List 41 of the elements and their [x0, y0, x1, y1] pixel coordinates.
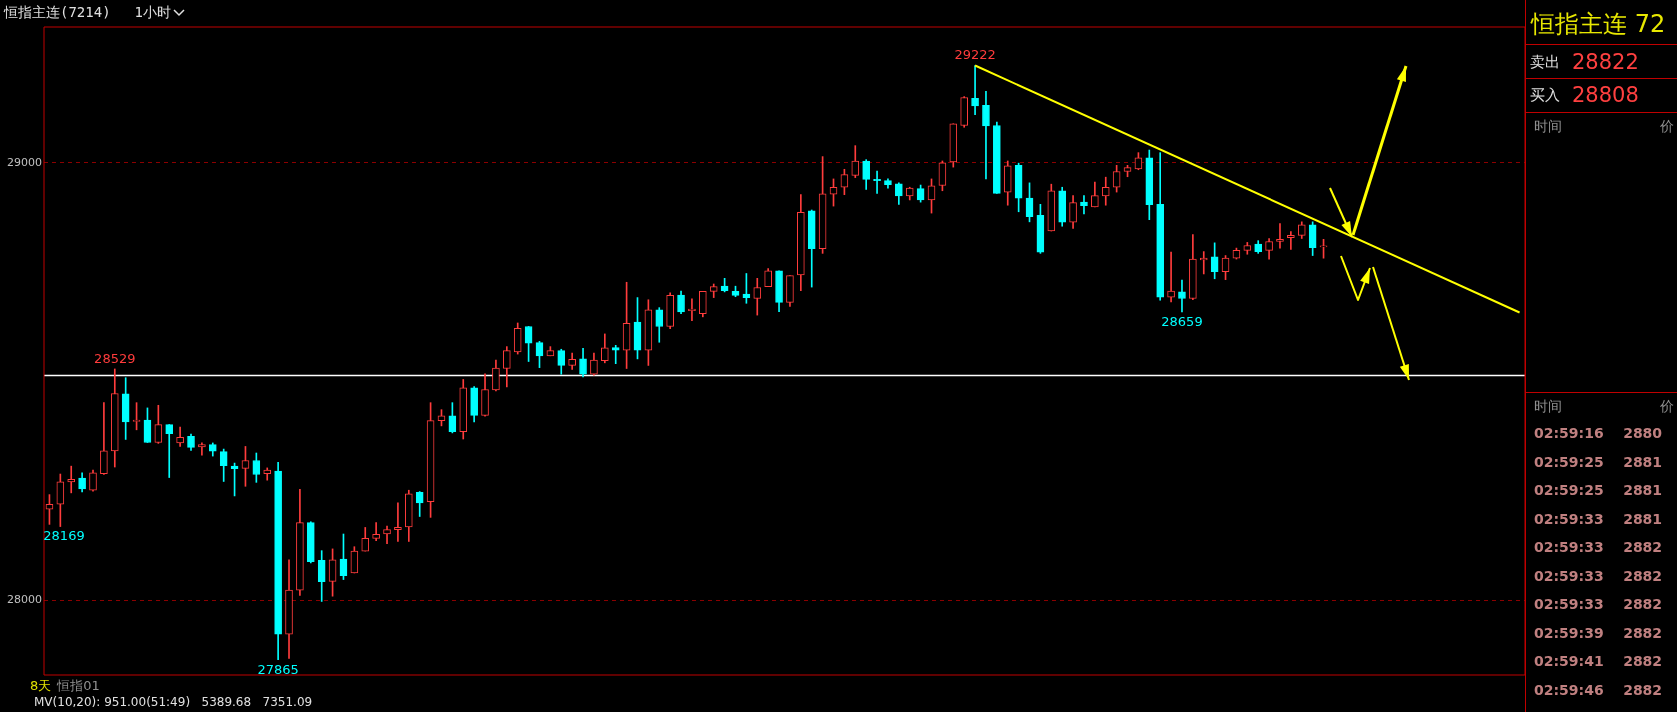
- text: 02:59:39 2882: [1534, 624, 1663, 641]
- text: 28808: [1572, 83, 1639, 107]
- chart-title: 恒指主连(7214): [4, 4, 111, 22]
- chart-subtitle: 1小时: [134, 4, 172, 22]
- candlestick: [1080, 195, 1088, 215]
- annotation: 28529: [94, 350, 136, 366]
- candlestick: [394, 502, 402, 542]
- text: 时间: [1534, 118, 1562, 136]
- candlestick: [1276, 223, 1284, 249]
- annotation: 27865: [257, 661, 299, 677]
- text: 02:59:33 2881: [1534, 510, 1663, 527]
- text: 买入: [1530, 85, 1560, 105]
- annotation: 28659: [1161, 313, 1203, 329]
- text: MV(10,20): 951.00(51:49) 5389.68 7351.09: [34, 695, 313, 709]
- text: 02:59:25 2881: [1534, 482, 1663, 498]
- candlestick: [165, 424, 174, 478]
- y-tick-label: 28000: [7, 593, 42, 607]
- candlestick: [1287, 231, 1295, 250]
- candlestick: [982, 91, 990, 180]
- text: 28822: [1572, 50, 1639, 74]
- text: 卖出: [1530, 52, 1560, 72]
- text: 02:59:41 2882: [1534, 653, 1663, 669]
- candlestick: [198, 442, 206, 456]
- text: 恒指主连 72: [1531, 9, 1666, 40]
- text: 02:59:46 2882: [1534, 681, 1663, 698]
- annotation: 28169: [43, 528, 85, 544]
- text: 02:59:25 2881: [1534, 453, 1663, 470]
- text: 价: [1660, 398, 1674, 416]
- text: 02:59:33 2882: [1534, 567, 1663, 584]
- text: 02:59:16 2880: [1534, 425, 1663, 441]
- candlestick: [971, 65, 979, 115]
- text: 02:59:33 2882: [1534, 539, 1663, 555]
- text: 时间: [1534, 398, 1562, 416]
- text: 02:59:33 2882: [1534, 596, 1663, 612]
- annotation: 29222: [954, 47, 996, 63]
- candlestick: [1178, 279, 1186, 313]
- text: 8天: [30, 677, 52, 695]
- y-tick-label: 29000: [7, 155, 42, 169]
- text: 价: [1660, 118, 1674, 136]
- text: 恒指01: [57, 677, 100, 695]
- candlestick: [372, 522, 380, 541]
